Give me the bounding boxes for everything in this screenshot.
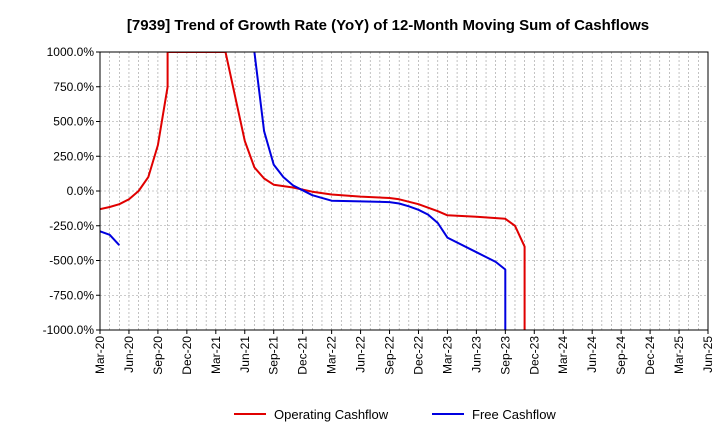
x-tick-label: Sep-24 [614, 336, 628, 375]
x-tick-label: Jun-22 [354, 336, 368, 373]
x-tick-label: Mar-22 [325, 336, 339, 374]
y-tick-label: 1000.0% [47, 45, 95, 59]
y-tick-label: 250.0% [53, 149, 94, 163]
legend: Operating Cashflow Free Cashflow [234, 407, 556, 422]
y-tick-label: -750.0% [49, 288, 94, 302]
y-tick-label: -1000.0% [43, 323, 95, 337]
legend-label-operating-cashflow: Operating Cashflow [274, 407, 389, 422]
x-tick-label: Jun-23 [469, 336, 483, 373]
y-tick-label: 0.0% [67, 184, 95, 198]
x-tick-label: Mar-25 [672, 336, 686, 374]
x-tick-label: Sep-20 [151, 336, 165, 375]
x-axis: Mar-20 Jun-20 Sep-20 Dec-20 Mar-21 Jun-21 Sep-… [93, 330, 715, 375]
x-tick-label: Jun-21 [238, 336, 252, 373]
x-tick-label: Jun-25 [701, 336, 715, 373]
x-tick-label: Sep-22 [383, 336, 397, 375]
grid [99, 51, 709, 331]
legend-label-free-cashflow: Free Cashflow [472, 407, 556, 422]
series-line-free-cashflow [100, 52, 507, 330]
series-line-operating-cashflow [100, 52, 526, 330]
x-tick-label: Jun-20 [122, 336, 136, 373]
x-tick-label: Dec-20 [180, 336, 194, 375]
plot-frame [99, 51, 709, 331]
x-tick-label: Jun-24 [585, 336, 599, 373]
x-tick-label: Sep-21 [267, 336, 281, 375]
y-tick-label: 500.0% [53, 115, 94, 129]
y-axis: 1000.0% 750.0% 500.0% 250.0% 0.0% -250.0% -500… [43, 45, 100, 337]
x-tick-label: Dec-24 [643, 336, 657, 375]
x-tick-label: Sep-23 [498, 336, 512, 375]
y-tick-label: -250.0% [49, 219, 94, 233]
y-tick-label: -500.0% [49, 254, 94, 268]
x-tick-label: Dec-21 [296, 336, 310, 375]
x-tick-label: Mar-21 [209, 336, 223, 374]
x-tick-label: Dec-22 [411, 336, 425, 375]
y-tick-label: 750.0% [53, 80, 94, 94]
x-tick-label: Mar-20 [93, 336, 107, 374]
series-group [100, 52, 526, 330]
x-tick-label: Mar-23 [440, 336, 454, 374]
x-tick-label: Mar-24 [556, 336, 570, 374]
chart-title: [7939] Trend of Growth Rate (YoY) of 12-… [127, 17, 649, 34]
x-tick-label: Dec-23 [527, 336, 541, 375]
